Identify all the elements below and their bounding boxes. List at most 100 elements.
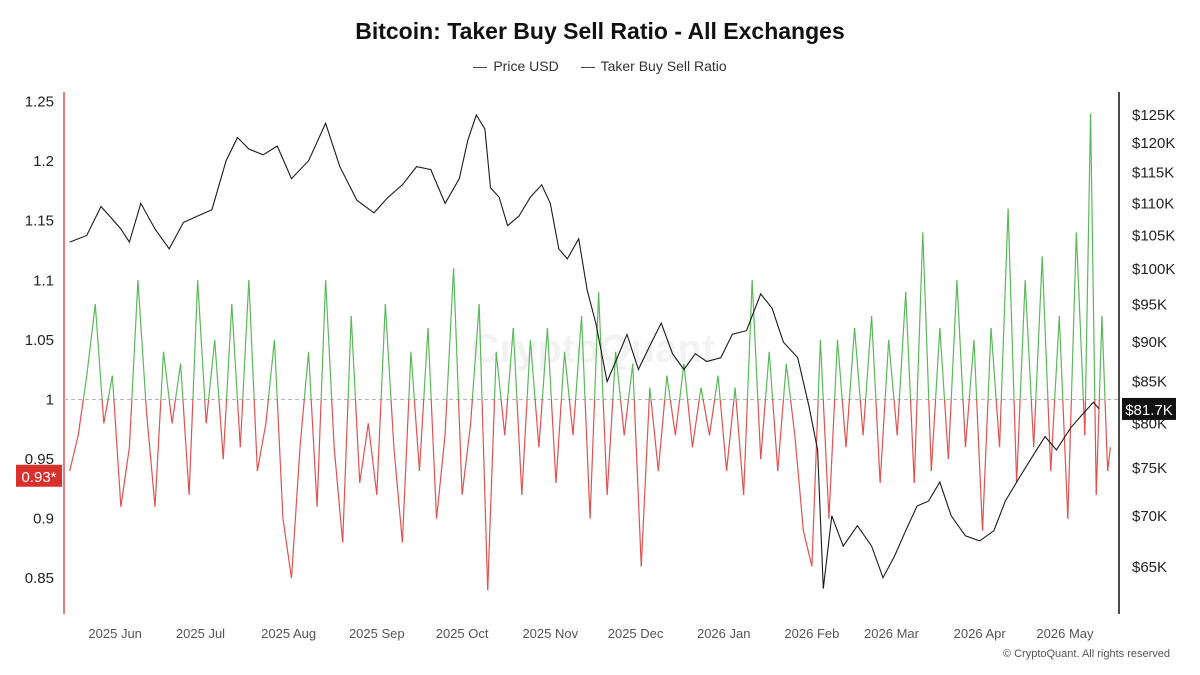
- ratio-line-segment: [964, 399, 970, 448]
- ratio-line-segment: [529, 339, 536, 400]
- ratio-line-segment: [702, 399, 711, 436]
- ratio-line-segment: [86, 304, 96, 376]
- ratio-line-segment: [589, 399, 596, 519]
- legend-item-price[interactable]: Price USD: [473, 58, 559, 74]
- x-axis-tick-label: 2025 Nov: [522, 626, 578, 641]
- ratio-line-segment: [188, 399, 194, 495]
- ratio-line-segment: [888, 339, 895, 400]
- x-axis-tick-label: 2025 Oct: [436, 626, 489, 641]
- ratio-line-segment: [214, 339, 220, 400]
- ratio-line-segment: [568, 399, 574, 436]
- legend-swatch-ratio: [580, 66, 595, 68]
- left-axis-tick-label: 1.2: [33, 153, 54, 170]
- ratio-line-segment: [580, 316, 586, 400]
- ratio-line-segment: [893, 399, 898, 436]
- ratio-current-value-label: 0.93*: [21, 469, 56, 486]
- ratio-line-segment: [410, 351, 415, 400]
- ratio-line-segment: [521, 399, 528, 495]
- ratio-line-segment: [446, 268, 455, 400]
- ratio-line-segment: [735, 399, 745, 495]
- ratio-line-segment: [423, 327, 429, 400]
- ratio-line-segment: [772, 399, 779, 472]
- ratio-line-segment: [794, 435, 804, 531]
- ratio-line-segment: [253, 399, 258, 472]
- ratio-line-segment: [909, 399, 915, 483]
- ratio-line-segment: [120, 447, 130, 507]
- ratio-line-segment: [913, 399, 918, 483]
- ratio-line-segment: [934, 327, 941, 400]
- ratio-line-segment: [865, 316, 873, 400]
- right-axis-tick-label: $70K: [1132, 508, 1167, 525]
- ratio-line-segment: [205, 399, 210, 424]
- x-axis-tick-label: 2025 Jun: [88, 626, 142, 641]
- ratio-line-segment: [222, 399, 228, 460]
- ratio-line-segment: [307, 351, 312, 400]
- ratio-line-segment: [242, 280, 250, 400]
- ratio-line-segment: [666, 375, 671, 400]
- ratio-line-segment: [192, 280, 199, 400]
- ratio-line-segment: [746, 280, 753, 400]
- ratio-line-segment: [347, 316, 352, 400]
- ratio-line-segment: [162, 351, 170, 400]
- ratio-line-segment: [331, 399, 335, 448]
- right-axis-tick-label: $65K: [1132, 559, 1167, 576]
- ratio-line-segment: [354, 399, 361, 483]
- ratio-line-segment: [1030, 399, 1035, 448]
- ratio-line-segment: [367, 423, 378, 495]
- ratio-line-segment: [817, 339, 822, 400]
- ratio-line-segment: [182, 399, 190, 495]
- ratio-line-segment: [128, 399, 133, 448]
- ratio-line-segment: [376, 399, 382, 495]
- ratio-line-segment: [487, 399, 496, 591]
- ratio-line-segment: [174, 363, 182, 400]
- ratio-line-segment: [708, 399, 716, 436]
- right-axis-tick-label: $120K: [1132, 135, 1175, 152]
- ratio-line-segment: [154, 399, 162, 507]
- ratio-line-segment: [470, 399, 473, 424]
- left-axis-tick-label: 0.85: [25, 570, 54, 587]
- right-axis-tick-label: $85K: [1132, 374, 1167, 391]
- ratio-line-segment: [947, 399, 952, 460]
- ratio-line-segment: [546, 327, 552, 400]
- left-axis-tick-label: 1.25: [25, 94, 54, 111]
- left-axis-tick-label: 1.15: [25, 213, 54, 230]
- ratio-line-segment: [627, 363, 634, 400]
- ratio-line-segment: [267, 339, 276, 400]
- ratio-line-segment: [256, 423, 267, 472]
- x-axis-tick-label: 2025 Sep: [349, 626, 405, 641]
- ratio-line-segment: [507, 327, 514, 400]
- ratio-line-segment: [956, 280, 964, 400]
- ratio-line-segment: [500, 399, 506, 436]
- ratio-line-segment: [276, 399, 284, 519]
- legend-item-ratio[interactable]: Taker Buy Sell Ratio: [580, 58, 727, 74]
- ratio-line-segment: [333, 447, 344, 543]
- ratio-line-segment: [82, 375, 88, 400]
- ratio-line-segment: [481, 399, 489, 591]
- x-axis-tick-label: 2026 May: [1036, 626, 1094, 641]
- ratio-current-value-tag: [16, 464, 62, 487]
- ratio-line-segment: [691, 399, 700, 448]
- ratio-line-segment: [452, 268, 460, 400]
- ratio-line-segment: [197, 280, 206, 400]
- ratio-line-segment: [1035, 256, 1043, 400]
- legend: Price USD Taker Buy Sell Ratio: [0, 58, 1200, 74]
- right-axis-tick-label: $95K: [1132, 297, 1167, 314]
- ratio-line-segment: [171, 399, 177, 424]
- ratio-line-segment: [316, 399, 322, 507]
- ratio-line-segment: [1000, 208, 1009, 400]
- price-line: [69, 113, 1100, 589]
- ratio-line-segment: [512, 327, 518, 400]
- ratio-line-segment: [968, 339, 975, 400]
- ratio-line-segment: [1070, 232, 1077, 400]
- ratio-line-segment: [834, 339, 839, 400]
- right-axis-tick-label: $105K: [1132, 228, 1175, 245]
- ratio-line-segment: [231, 304, 239, 400]
- ratio-line-segment: [248, 280, 255, 400]
- x-axis-tick-label: 2025 Dec: [608, 626, 664, 641]
- ratio-line-segment: [77, 399, 84, 436]
- ratio-line-segment: [137, 280, 147, 400]
- ratio-line-segment: [962, 399, 967, 448]
- ratio-line-segment: [717, 375, 721, 400]
- ratio-line-segment: [764, 351, 770, 400]
- ratio-line-segment: [841, 399, 847, 448]
